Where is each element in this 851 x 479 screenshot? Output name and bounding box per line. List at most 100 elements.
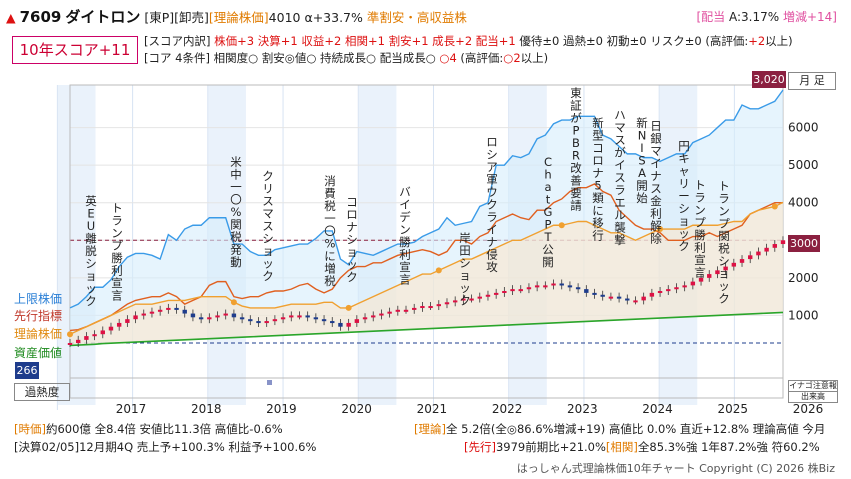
series-line-4 [69,311,784,347]
price-candle [346,322,351,327]
price-candle [633,300,638,303]
sector-tag: [卸売] [174,10,209,25]
header: ▲ 7609 ダイトロン [東P][卸売][理論株価]4010 α+33.7% … [6,6,467,27]
price-candle [198,317,204,320]
event-annotation: クリスマスショック [262,169,274,283]
price-candle [92,334,97,337]
theory-range-fill [70,202,783,346]
price-candle [67,343,73,346]
price-candle [657,291,663,294]
event-annotation: 米中一〇%関税発動 [230,155,242,269]
price-candle [248,319,253,322]
footer-row1-left: [時価]約600億 全8.4倍 安値比11.3倍 高値比-0.6% [14,421,283,437]
range-fills [70,90,783,346]
price-candle [190,313,196,318]
core-conditions: [コア 4条件] 相関度○ 割安◎値○ 持続成長○ 配当成長○ ○4 (高評価:… [144,50,548,66]
breakdown-red: 株価+3 決算+1 収益+2 相関+1 割安+1 成長+2 配当+1 [214,34,516,48]
x-tick-label: 2026 [793,402,824,416]
core-tail-b: 以上) [520,51,549,65]
price-candle [551,283,556,286]
price-candle [330,321,335,324]
volume-label: 出来高 [788,391,838,403]
price-candle [207,317,212,320]
price-candle [231,313,237,318]
price-candle [764,247,769,252]
price-candle [428,306,433,309]
y-tick-label: 6000 [788,121,819,135]
correlation-value: 全85.3%強 1年87.2%強 符60.2% [637,440,820,454]
price-candle [600,294,605,297]
up-arrow-icon: ▲ [6,10,16,25]
price-candle [461,298,466,301]
score-badge: 10年スコア+11 [12,36,138,64]
event-annotation: 東証が P B R 改善要請 [570,86,582,213]
event-annotation: 消費税一〇%に増税 [324,174,336,288]
price-candle [412,307,417,310]
core-count: ○4 [439,51,457,65]
high-price-badge: 3,020 [752,71,786,88]
stock-tags: 準割安・高収益株 [366,10,467,25]
price-candle [690,281,696,286]
price-candle [608,296,614,299]
stock-name: ダイトロン [65,8,141,26]
x-axis: 2017 2018 2019 2020 2021 2022 2023 2024 2025 2026 [116,402,824,416]
price-candle [125,319,130,323]
price-candle [371,315,376,318]
y-tick-label: 5000 [788,158,819,172]
series-line-1 [69,89,784,309]
price-candle [362,317,368,320]
theory-footer-value: 全 5.2倍(全◎86.6%増減+19) 高値比 0.0% 直近+12.8% 理… [445,422,826,436]
breakdown-rest: 優待±0 過熱±0 初動±0 リスク±0 (高評価: [515,34,749,48]
price-candle [715,270,720,275]
theory-marker [345,304,352,311]
price-candle [543,285,548,288]
x-tick-label: 2019 [266,402,297,416]
price-candle [420,306,425,309]
copyright: はっしゃん式理論株価10年チャート Copyright (C) 2026 株Bi… [516,462,835,475]
price-candle [256,321,261,324]
price-candle [264,321,269,324]
price-candle [272,319,278,322]
price-candles [67,236,786,348]
price-candle [84,336,89,340]
price-candle [559,283,564,286]
x-tick-label: 2022 [492,402,523,416]
price-candle [682,285,687,288]
price-candle [141,313,146,316]
price-candle [108,326,114,331]
price-candle [756,251,761,256]
event-annotation: トランプ関税ショック [718,179,730,306]
event-annotations: 英 E U 離脱ショック トランプ勝利宣言 米中一〇%関税発動 クリスマスショック 消費税一〇… [85,86,730,308]
event-annotation: 日銀マイナス金利解除 [650,119,662,246]
breakdown-tail: 以上) [765,34,793,48]
price-candle [674,287,679,290]
y-tick-label: 1000 [788,308,819,322]
event-annotation: トランプ勝利宣言 [111,201,123,303]
x-tick-label: 2017 [116,402,147,416]
market-cap-label: [時価] [14,422,46,436]
leading-footer-label: [先行] [464,440,496,454]
legend-leading: 先行指標 [14,309,63,323]
price-candle [748,255,753,260]
x-tick-label: 2024 [642,402,673,416]
event-annotation: ハマスがイスラエル襲撃 [614,108,626,247]
price-candle [625,298,630,301]
price-candle [149,311,155,314]
price-candle [469,298,474,301]
price-candle [534,285,540,288]
theory-label: [理論株価] [208,10,269,25]
price-candle [444,302,450,305]
price-candle [215,315,220,318]
price-candle [510,289,515,292]
price-candle [780,240,786,245]
market-cap-value: 約600億 [45,422,91,436]
price-candle [592,292,597,295]
price-candle [280,317,286,320]
dividend-change: 増減+14] [782,10,837,24]
price-candle [174,307,179,310]
y-tick-label: 4000 [788,196,819,210]
price-candle [289,315,294,318]
period-label: 月 足 [788,72,836,90]
event-annotation: 英 E U 離脱ショック [85,194,97,308]
event-annotation: 円キャリーショック [678,139,690,253]
